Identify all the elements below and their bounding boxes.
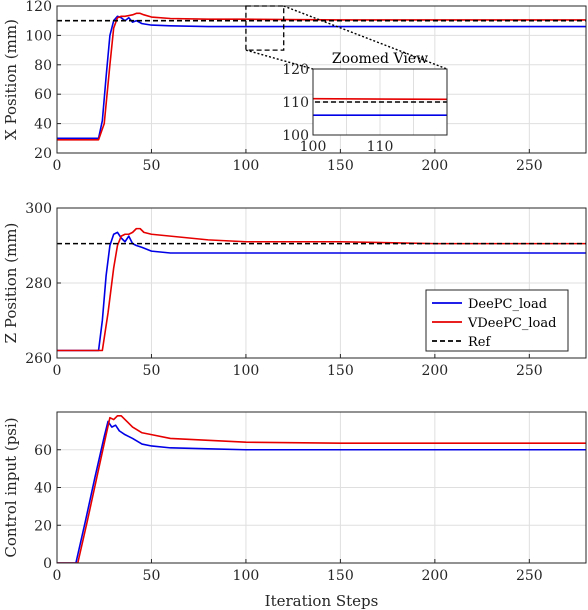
x-tick-label: 50 [143,158,161,174]
inset-x-tick-label: 100 [300,139,327,155]
x-tick-label: 0 [53,363,62,379]
panel-3: 0 50 100 150 200 250 0 20 40 60 Control input (psi… [2,411,587,610]
inset-frame [312,68,448,136]
x-tick-label: 250 [516,363,543,379]
panel-2: 0 50 100 150 200 250 260 280 300 Z Position (mm) [2,201,587,379]
inset-y-tick-label: 100 [282,128,309,144]
x-tick-label: 200 [421,363,448,379]
plot-frame [56,5,587,154]
x-tick-label: 200 [421,568,448,584]
y-tick-label: 20 [34,518,52,534]
series-line-vdeepc-load [57,227,586,352]
zoom-box [245,5,285,51]
y-tick-label: 40 [34,481,52,497]
x-tick-label: 250 [516,568,543,584]
x-tick-label: 100 [233,568,260,584]
legend-label: Ref [468,335,491,350]
y-tick-label: 0 [43,556,52,572]
x-tick-label: 150 [327,158,354,174]
inset-y-tick-label: 110 [282,95,309,111]
x-tick-label: 200 [421,158,448,174]
legend: DeePC_load VDeePC_load Ref [425,289,569,352]
inset-x-tick-label: 110 [367,139,394,155]
x-tick-label: 150 [327,363,354,379]
x-tick-label: 100 [233,158,260,174]
x-tick-label: 0 [53,568,62,584]
series-line-vdeepc-load [57,414,586,563]
x-tick-label: 50 [143,568,161,584]
y-axis-label: Control input (psi) [2,417,20,557]
y-tick-label: 40 [34,117,52,133]
zoom-connector [283,5,448,70]
series-line-deepc-load [57,420,586,563]
x-tick-label: 100 [233,363,260,379]
y-tick-label: 20 [34,146,52,162]
y-axis-label: X Position (mm) [2,19,20,140]
legend-label: DeePC_load [468,297,547,312]
x-tick-label: 0 [53,158,62,174]
legend-label: VDeePC_load [467,316,556,331]
series-line-vdeepc-load [57,12,586,141]
y-tick-label: 120 [25,0,52,15]
y-tick-label: 100 [25,28,52,44]
y-tick-label: 260 [25,351,52,367]
y-tick-label: 60 [34,87,52,103]
x-tick-label: 250 [516,158,543,174]
y-axis-label: Z Position (mm) [2,223,20,344]
x-tick-label: 150 [327,568,354,584]
x-tick-label: 50 [143,363,161,379]
y-tick-label: 60 [34,443,52,459]
zoom-inset: 100 110 100 110 120 Zoomed View [245,5,448,155]
inset-y-tick-label: 120 [282,62,309,78]
series-line-deepc-load [57,15,586,140]
y-tick-label: 280 [25,276,52,292]
y-tick-label: 300 [25,201,52,217]
x-axis-label: Iteration Steps [265,592,379,610]
inset-title: Zoomed View [332,51,428,67]
y-tick-label: 80 [34,58,52,74]
